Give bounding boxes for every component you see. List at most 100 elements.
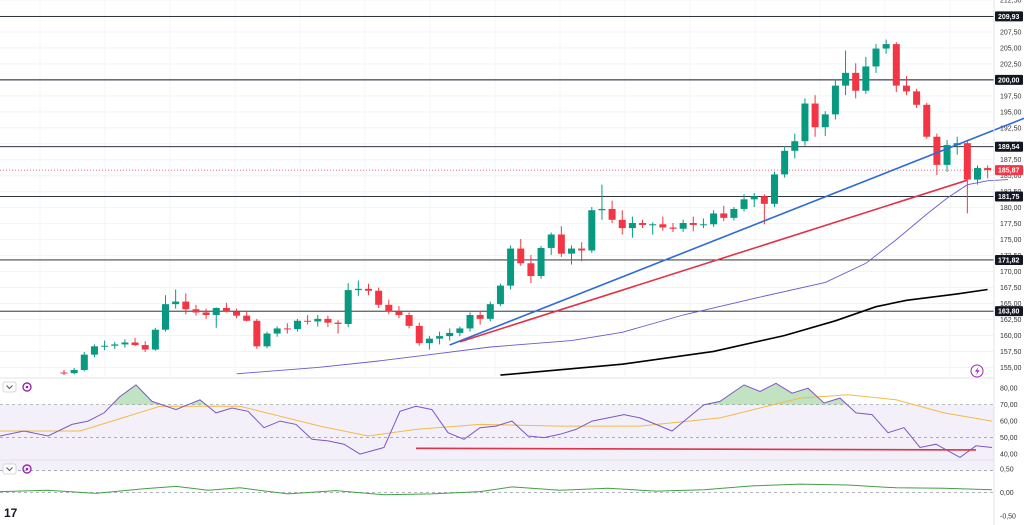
price-tick-label: 160,00 bbox=[1000, 333, 1022, 340]
candle-body bbox=[354, 288, 362, 291]
price-tick-label: 195,00 bbox=[1000, 109, 1022, 116]
candle-body bbox=[273, 328, 281, 334]
candle-body bbox=[101, 345, 109, 347]
oscillator-tick-label: 50,00 bbox=[1000, 435, 1018, 442]
level-tag-label: 200,00 bbox=[998, 77, 1020, 84]
candle bbox=[80, 352, 88, 372]
candle bbox=[202, 308, 210, 319]
candle-body bbox=[710, 213, 718, 225]
candle bbox=[162, 295, 169, 332]
candle-body bbox=[568, 248, 575, 254]
candle-body bbox=[771, 174, 778, 204]
level-tag-label: 189,54 bbox=[998, 144, 1020, 151]
candle-body bbox=[831, 85, 839, 115]
price-tick-label: 192,50 bbox=[1000, 125, 1022, 132]
candle bbox=[628, 216, 636, 238]
candle-body bbox=[293, 320, 301, 330]
lightning-button[interactable] bbox=[970, 364, 984, 378]
momentum-tick-label: 0,50 bbox=[1000, 467, 1014, 474]
candle bbox=[831, 79, 839, 120]
candle bbox=[913, 88, 921, 108]
candle bbox=[760, 194, 768, 225]
candle-body bbox=[801, 103, 809, 142]
oscillator-tick-label: 80,00 bbox=[1000, 386, 1018, 393]
candle-body bbox=[446, 332, 454, 337]
momentum-tick-label: -0,50 bbox=[1000, 513, 1016, 520]
oscillator-tick-label: 60,00 bbox=[1000, 419, 1018, 426]
candle bbox=[436, 331, 444, 345]
tradingview-logo: 17 bbox=[4, 506, 18, 520]
candle-body bbox=[90, 346, 98, 355]
candle-body bbox=[131, 342, 139, 346]
candle bbox=[578, 242, 586, 262]
candle bbox=[882, 39, 890, 54]
candle-body bbox=[892, 44, 900, 86]
candle bbox=[344, 283, 352, 328]
candle-body bbox=[192, 309, 200, 313]
candle bbox=[517, 238, 525, 266]
candle-body bbox=[628, 223, 636, 229]
candle-body bbox=[344, 290, 352, 324]
candle bbox=[314, 315, 322, 327]
candle-body bbox=[507, 248, 515, 286]
candle bbox=[293, 318, 301, 332]
level-tag bbox=[995, 306, 1023, 317]
candle-body bbox=[852, 72, 860, 91]
candle-body bbox=[405, 315, 413, 326]
candle-body bbox=[933, 136, 941, 165]
level-tag-label: 209,93 bbox=[998, 14, 1020, 21]
candle bbox=[283, 323, 291, 334]
level-tag bbox=[995, 74, 1023, 85]
oscillator-tick-label: 70,00 bbox=[1000, 402, 1018, 409]
candle bbox=[101, 340, 109, 351]
candle bbox=[781, 146, 789, 178]
candle bbox=[750, 192, 758, 208]
candle bbox=[608, 200, 616, 224]
price-tick-label: 202,50 bbox=[1000, 61, 1022, 68]
trend-line bbox=[459, 179, 968, 343]
candle-body bbox=[334, 322, 342, 324]
level-tag bbox=[995, 254, 1023, 265]
candle-body bbox=[649, 224, 657, 226]
divergence-line bbox=[415, 447, 977, 451]
candle bbox=[811, 95, 819, 137]
oscillator-band-fill bbox=[0, 404, 994, 471]
candle-body bbox=[588, 210, 596, 251]
candle-body bbox=[902, 85, 910, 92]
candle-body bbox=[547, 234, 555, 248]
candle-body bbox=[466, 315, 474, 329]
candle bbox=[253, 318, 261, 349]
candle bbox=[791, 133, 799, 159]
candle-body bbox=[202, 312, 210, 316]
momentum-settings-button[interactable] bbox=[22, 464, 32, 474]
candle-body bbox=[304, 320, 312, 322]
candle bbox=[679, 219, 687, 232]
candle bbox=[963, 139, 971, 214]
candle bbox=[872, 44, 880, 73]
candle bbox=[852, 63, 860, 99]
candle bbox=[720, 205, 728, 222]
candle-body bbox=[141, 345, 149, 350]
candle-body bbox=[395, 311, 403, 316]
candle bbox=[689, 216, 697, 232]
price-tick-label: 167,50 bbox=[1000, 285, 1022, 292]
candle bbox=[537, 246, 545, 279]
chevron-down-icon bbox=[6, 467, 13, 472]
oscillator-settings-button[interactable] bbox=[22, 382, 32, 392]
momentum-collapse-button[interactable] bbox=[2, 463, 17, 475]
candle-body bbox=[689, 223, 697, 225]
candle bbox=[659, 216, 667, 231]
candle bbox=[334, 320, 342, 334]
candle bbox=[771, 171, 778, 208]
candle bbox=[801, 98, 809, 146]
candle bbox=[131, 338, 139, 347]
candle-body bbox=[760, 196, 768, 204]
candle bbox=[476, 310, 484, 325]
candle-body bbox=[608, 208, 616, 220]
candle-body bbox=[80, 354, 88, 370]
oscillator-collapse-button[interactable] bbox=[2, 381, 17, 393]
candle bbox=[974, 165, 981, 185]
candle-body bbox=[70, 369, 78, 374]
candle-body bbox=[679, 223, 687, 229]
candle bbox=[902, 76, 910, 96]
